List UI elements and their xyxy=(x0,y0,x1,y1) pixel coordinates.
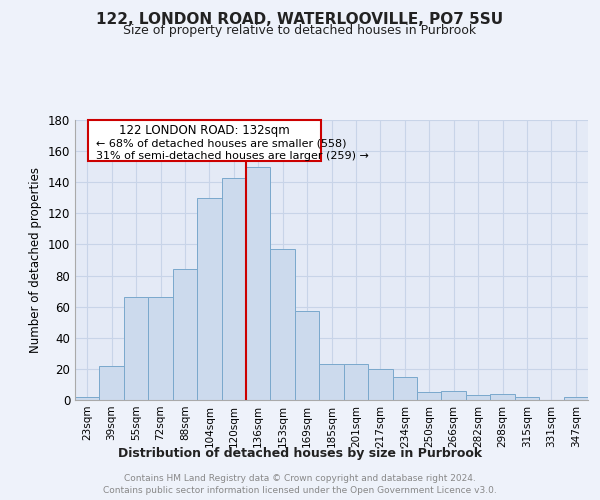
Bar xyxy=(100,366,124,400)
Bar xyxy=(75,397,100,400)
Bar xyxy=(392,376,417,400)
Y-axis label: Number of detached properties: Number of detached properties xyxy=(29,167,42,353)
Bar xyxy=(221,178,246,400)
Bar xyxy=(368,369,392,400)
Bar xyxy=(124,298,148,400)
Bar xyxy=(197,198,221,400)
Bar xyxy=(271,249,295,400)
Bar xyxy=(490,394,515,400)
Bar xyxy=(148,298,173,400)
Bar xyxy=(466,396,490,400)
Text: 31% of semi-detached houses are larger (259) →: 31% of semi-detached houses are larger (… xyxy=(95,151,368,161)
Bar xyxy=(295,312,319,400)
Text: Distribution of detached houses by size in Purbrook: Distribution of detached houses by size … xyxy=(118,448,482,460)
FancyBboxPatch shape xyxy=(88,120,321,160)
Text: Contains public sector information licensed under the Open Government Licence v3: Contains public sector information licen… xyxy=(103,486,497,495)
Text: Contains HM Land Registry data © Crown copyright and database right 2024.: Contains HM Land Registry data © Crown c… xyxy=(124,474,476,483)
Text: 122 LONDON ROAD: 132sqm: 122 LONDON ROAD: 132sqm xyxy=(119,124,290,137)
Bar xyxy=(319,364,344,400)
Text: ← 68% of detached houses are smaller (558): ← 68% of detached houses are smaller (55… xyxy=(95,138,346,148)
Text: 122, LONDON ROAD, WATERLOOVILLE, PO7 5SU: 122, LONDON ROAD, WATERLOOVILLE, PO7 5SU xyxy=(97,12,503,28)
Bar xyxy=(173,270,197,400)
Bar xyxy=(515,397,539,400)
Bar xyxy=(344,364,368,400)
Bar xyxy=(417,392,442,400)
Bar xyxy=(246,166,271,400)
Text: Size of property relative to detached houses in Purbrook: Size of property relative to detached ho… xyxy=(124,24,476,37)
Bar xyxy=(442,390,466,400)
Bar xyxy=(563,397,588,400)
